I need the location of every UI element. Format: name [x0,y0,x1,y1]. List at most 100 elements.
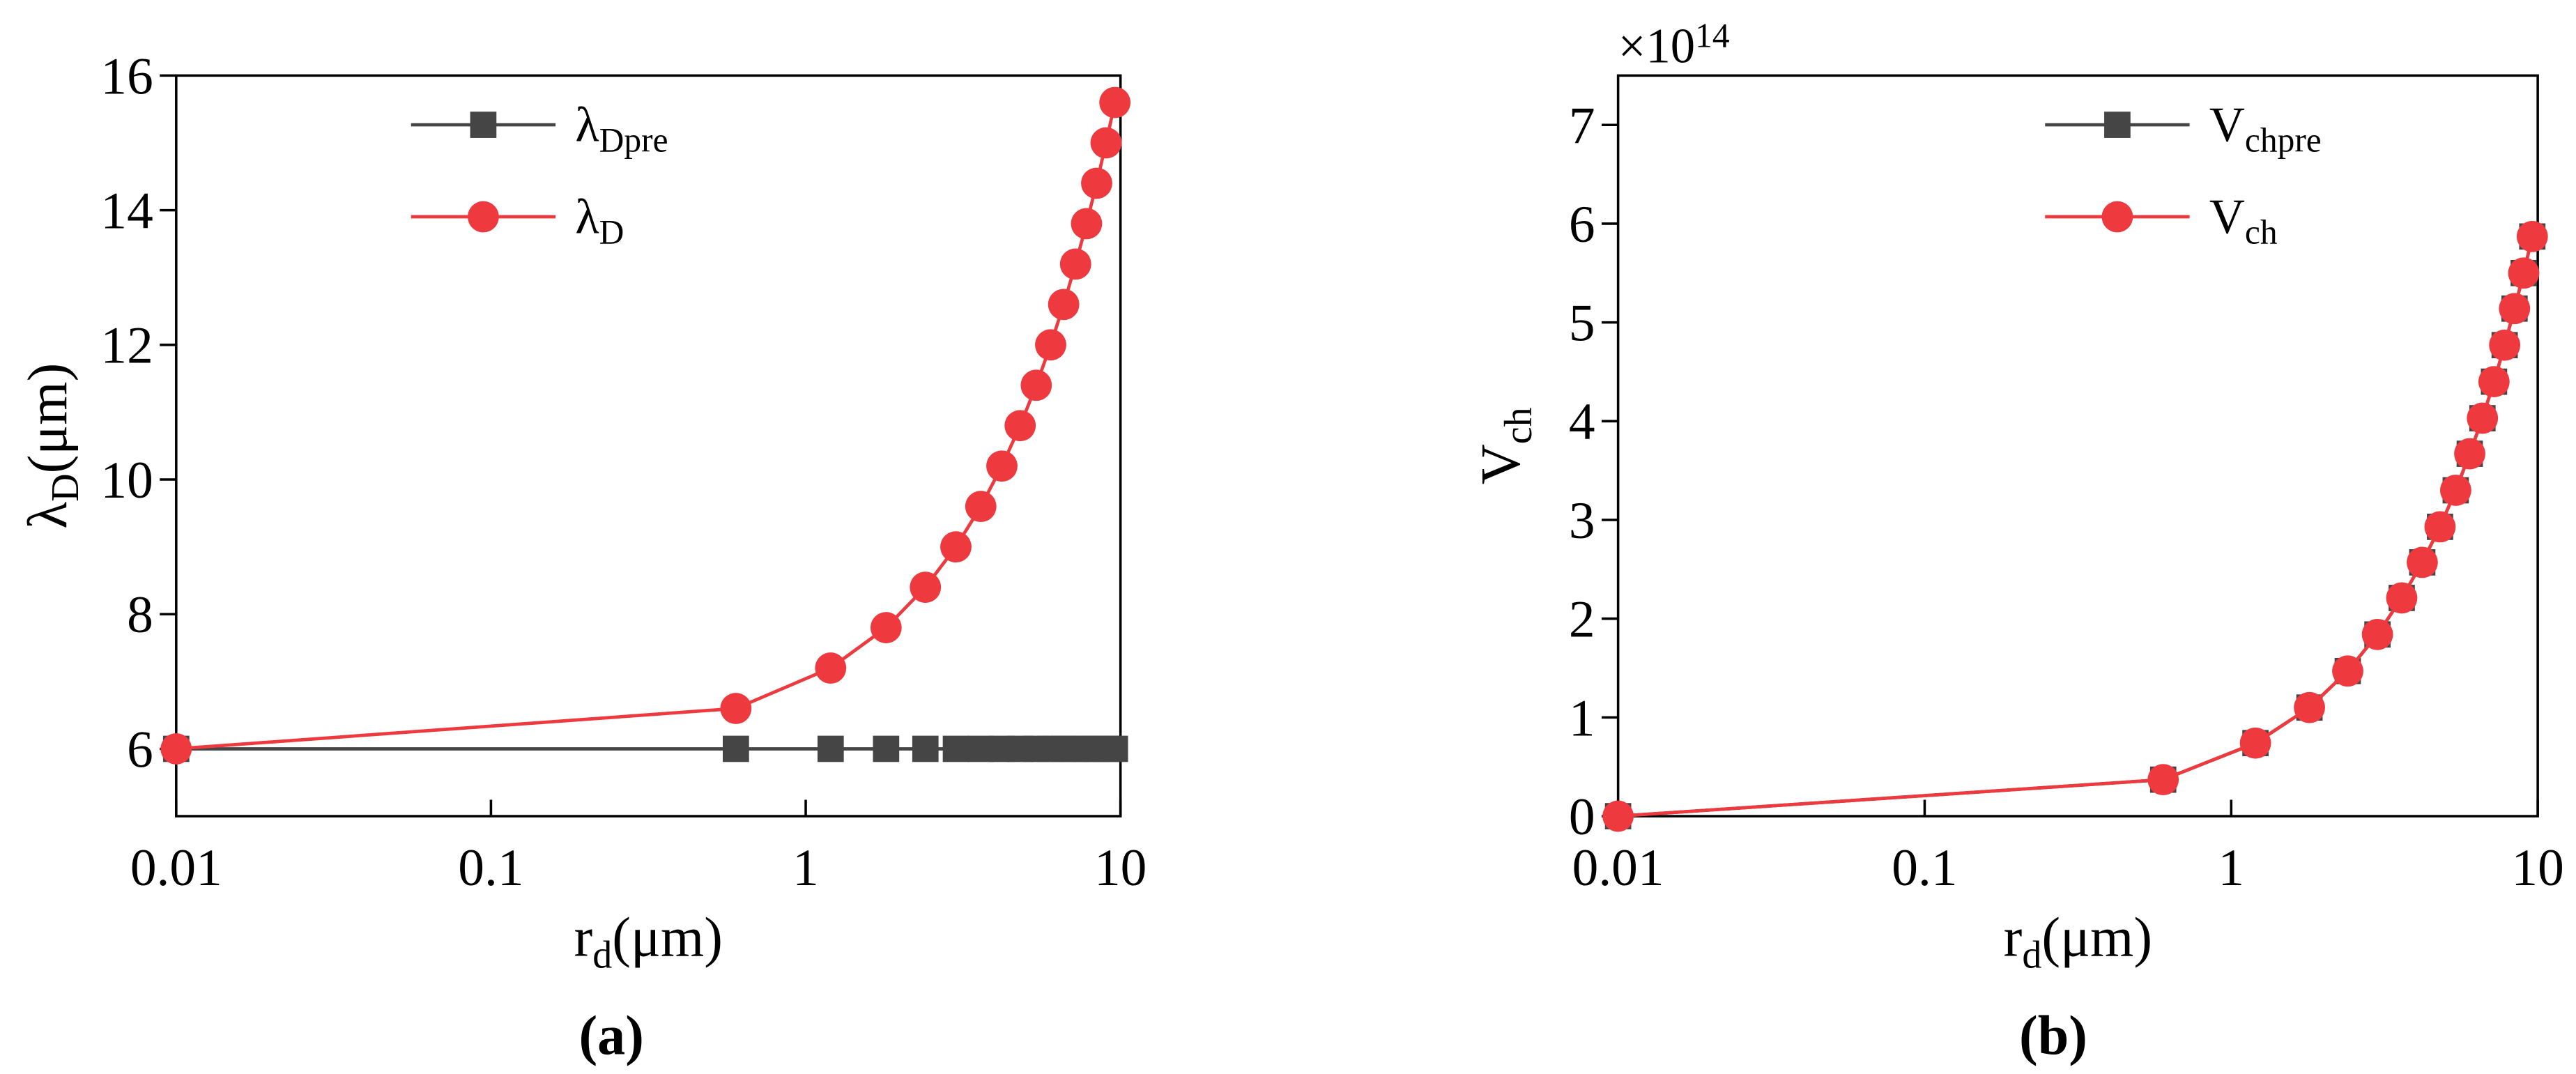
y-axis-label-part: D [44,473,87,501]
marker [160,733,192,765]
x-tick-label: 0.01 [1572,839,1664,897]
y-axis-label-part: ch [1497,407,1540,444]
y-tick-label: 8 [127,586,153,644]
y-tick-label: 14 [100,183,153,240]
x-tick-label: 1 [792,839,819,897]
legend-marker [468,201,499,233]
caption: (a) [579,1006,644,1067]
y-tick-label: 12 [100,317,153,375]
y-tick-label: 5 [1569,295,1595,353]
marker [2499,293,2531,325]
marker [2489,329,2521,361]
marker [1020,369,1052,401]
legend-marker [2104,112,2131,138]
legend-label-part: chpre [2245,121,2322,159]
y-tick-label: 3 [1569,492,1595,550]
marker [2467,402,2499,434]
legend-label-part: V [2209,98,2245,153]
marker [1090,127,1122,159]
x-axis-label-part: r [574,907,593,968]
marker [2454,438,2485,470]
marker [2294,691,2325,723]
y-tick-label: 6 [1569,196,1595,254]
x-tick-label: 0.1 [1892,839,1957,897]
legend-label: λDpre [575,98,668,160]
x-axis-label-part: (μm) [2041,907,2152,968]
y-tick-label: 2 [1569,591,1595,649]
marker [940,531,972,563]
legend-label-part: D [599,213,624,251]
legend-marker [470,112,497,138]
y-axis-label-part: V [1471,444,1532,484]
legend-label: Vchpre [2209,98,2322,160]
marker [986,450,1018,482]
marker [2386,582,2418,614]
y-multiplier: ×1014 [1618,16,1730,73]
x-tick-label: 0.1 [458,839,523,897]
marker [720,693,752,724]
marker [2407,546,2438,578]
marker [2516,220,2548,252]
marker [2440,475,2471,506]
legend-marker [2101,201,2133,233]
marker [2239,727,2271,759]
marker [870,612,902,643]
marker [912,735,939,762]
marker [965,491,997,523]
x-axis-label-part: d [2022,933,2041,976]
series-line [1618,236,2534,818]
y-tick-label: 4 [1569,393,1595,451]
marker [2361,618,2393,650]
marker [1081,167,1112,199]
plot-frame [1616,74,2539,818]
y-tick-label: 10 [100,452,153,509]
y-multiplier-part: 14 [1695,16,1729,54]
marker [1602,800,1634,832]
marker [1071,208,1103,240]
y-axis-label: Vch [1471,407,1540,484]
x-axis-label: rd(μm) [2004,907,2152,976]
x-axis-label-part: (μm) [612,907,723,968]
y-tick-label: 7 [1569,97,1595,155]
y-axis-label-part: (μm) [17,363,79,474]
series-line [1618,236,2534,818]
marker [1048,289,1080,321]
marker [2332,655,2363,687]
y-multiplier-part: ×10 [1618,20,1696,74]
caption: (b) [2019,1006,2087,1067]
marker [2508,257,2540,289]
marker [815,652,847,684]
y-tick-label: 1 [1569,689,1595,747]
marker [1035,329,1066,361]
marker [2424,511,2456,543]
legend-label-part: V [2209,190,2245,245]
x-axis-label-part: r [2004,907,2023,968]
legend-label: λD [575,190,624,252]
legend-label: Vch [2209,190,2278,252]
marker [1099,86,1131,118]
legend-label-part: Dpre [599,121,668,159]
marker [2478,366,2510,398]
x-axis-label-part: d [592,933,612,976]
legend-label-part: ch [2245,213,2278,251]
x-tick-label: 0.01 [130,839,222,897]
marker [1059,248,1091,280]
y-axis-label-part: λ [17,502,79,529]
marker [910,571,942,603]
marker [817,735,844,762]
y-tick-label: 16 [100,47,153,105]
marker [1004,410,1036,442]
series-line [176,102,1117,751]
marker [723,735,749,762]
x-tick-label: 10 [2511,839,2563,897]
marker [1101,735,1128,762]
marker [2147,764,2179,796]
y-tick-label: 6 [127,721,153,778]
x-tick-label: 1 [2218,839,2244,897]
x-axis-label: rd(μm) [574,907,723,976]
x-tick-label: 10 [1094,839,1147,897]
plot-frame [175,74,1122,818]
legend-label-part: λ [575,98,599,153]
